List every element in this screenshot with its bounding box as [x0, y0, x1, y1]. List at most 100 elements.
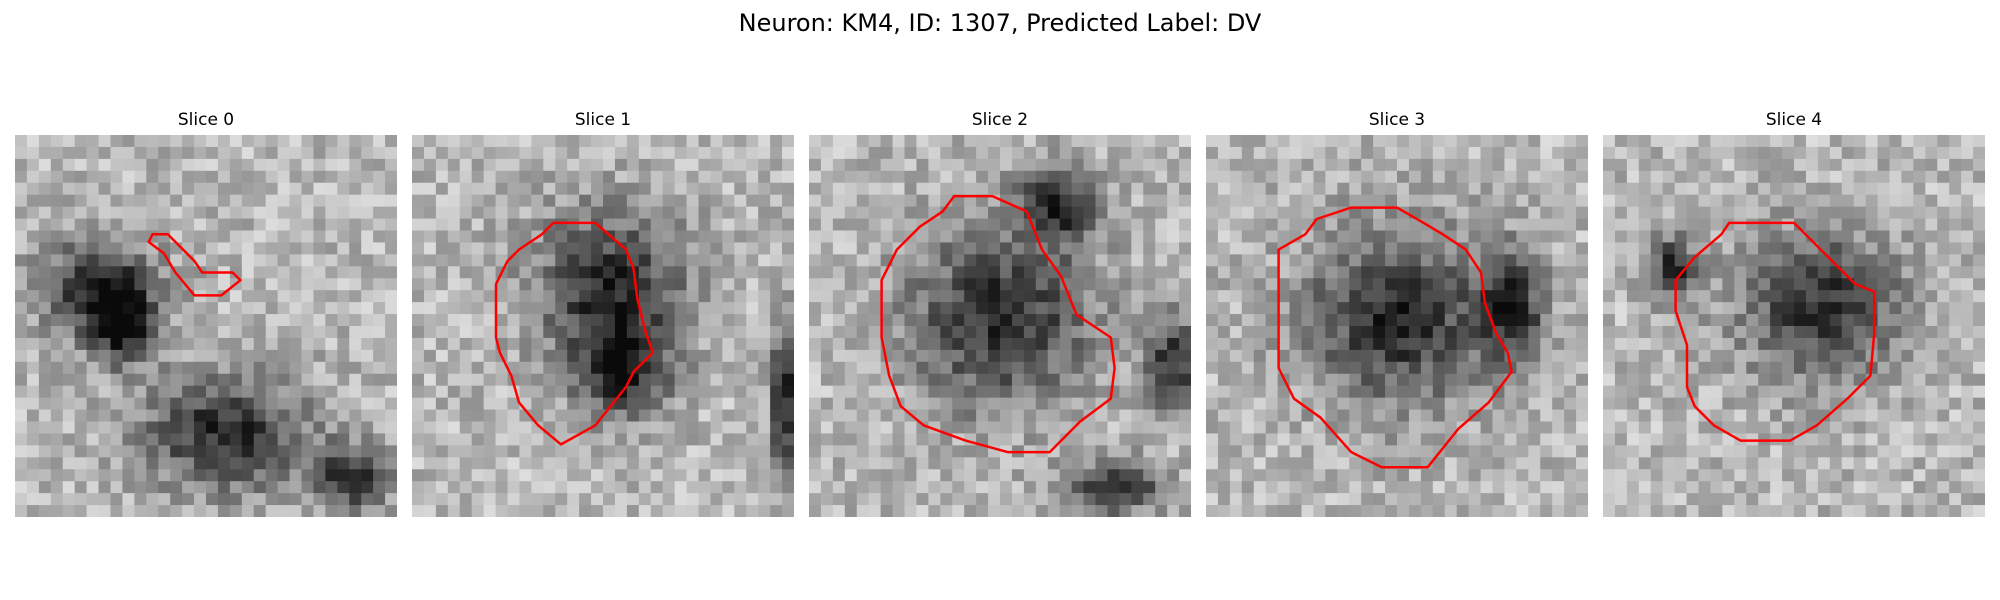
pixel [1615, 207, 1627, 219]
pixel [1901, 326, 1913, 338]
pixel [555, 326, 567, 338]
pixel [627, 242, 639, 254]
pixel [1084, 207, 1096, 219]
pixel [1842, 410, 1854, 422]
pixel [988, 481, 1000, 493]
pixel [182, 147, 194, 159]
pixel [519, 386, 531, 398]
pixel [1096, 183, 1108, 195]
pixel [1469, 493, 1481, 505]
pixel [1552, 183, 1564, 195]
pixel [722, 242, 734, 254]
pixel [1433, 171, 1445, 183]
pixel [782, 195, 794, 207]
pixel [1131, 242, 1143, 254]
pixel [627, 493, 639, 505]
pixel [710, 457, 722, 469]
pixel [905, 290, 917, 302]
pixel [1564, 445, 1576, 457]
pixel [1734, 410, 1746, 422]
pixel [15, 338, 27, 350]
pixel [325, 135, 337, 147]
pixel [1131, 171, 1143, 183]
pixel [290, 242, 302, 254]
pixel [1131, 195, 1143, 207]
pixel [158, 195, 170, 207]
pixel [170, 314, 182, 326]
pixel [1373, 422, 1385, 434]
pixel [1540, 242, 1552, 254]
pixel [1218, 410, 1230, 422]
pixel [543, 266, 555, 278]
pixel [1143, 242, 1155, 254]
pixel [436, 171, 448, 183]
pixel [1854, 374, 1866, 386]
pixel [1552, 362, 1564, 374]
pixel [460, 159, 472, 171]
pixel [1155, 290, 1167, 302]
pixel [651, 314, 663, 326]
pixel [1937, 362, 1949, 374]
pixel [1734, 398, 1746, 410]
pixel [1385, 505, 1397, 517]
pixel [1230, 326, 1242, 338]
pixel [1302, 159, 1314, 171]
pixel [1349, 195, 1361, 207]
pixel [663, 362, 675, 374]
pixel [1373, 242, 1385, 254]
pixel [1528, 159, 1540, 171]
pixel [1710, 398, 1722, 410]
pixel [1373, 266, 1385, 278]
pixel [782, 445, 794, 457]
pixel [845, 493, 857, 505]
pixel [337, 254, 349, 266]
pixel [928, 326, 940, 338]
pixel [833, 350, 845, 362]
pixel [1818, 398, 1830, 410]
pixel [1758, 183, 1770, 195]
pixel [99, 433, 111, 445]
pixel [1564, 266, 1576, 278]
pixel [290, 398, 302, 410]
pixel [579, 410, 591, 422]
pixel [385, 183, 397, 195]
pixel [206, 195, 218, 207]
pixel [722, 135, 734, 147]
pixel [734, 219, 746, 231]
pixel [75, 469, 87, 481]
pixel [242, 493, 254, 505]
pixel [746, 326, 758, 338]
pixel [809, 207, 821, 219]
pixel [508, 422, 520, 434]
pixel [916, 386, 928, 398]
pixel [1770, 374, 1782, 386]
pixel [1048, 207, 1060, 219]
pixel [63, 445, 75, 457]
pixel [349, 159, 361, 171]
pixel [758, 505, 770, 517]
pixel [1096, 374, 1108, 386]
pixel [278, 183, 290, 195]
pixel [1603, 350, 1615, 362]
pixel [833, 219, 845, 231]
pixel [1687, 135, 1699, 147]
pixel [412, 302, 424, 314]
pixel [1913, 326, 1925, 338]
pixel [746, 159, 758, 171]
pixel [845, 350, 857, 362]
pixel [1806, 183, 1818, 195]
pixel [1084, 493, 1096, 505]
pixel [1746, 278, 1758, 290]
pixel [278, 481, 290, 493]
pixel [675, 159, 687, 171]
pixel [242, 242, 254, 254]
pixel [699, 326, 711, 338]
pixel [687, 433, 699, 445]
pixel [857, 183, 869, 195]
pixel [988, 266, 1000, 278]
pixel [278, 231, 290, 243]
pixel [1349, 302, 1361, 314]
pixel [1361, 410, 1373, 422]
pixel [313, 422, 325, 434]
pixel [1036, 326, 1048, 338]
